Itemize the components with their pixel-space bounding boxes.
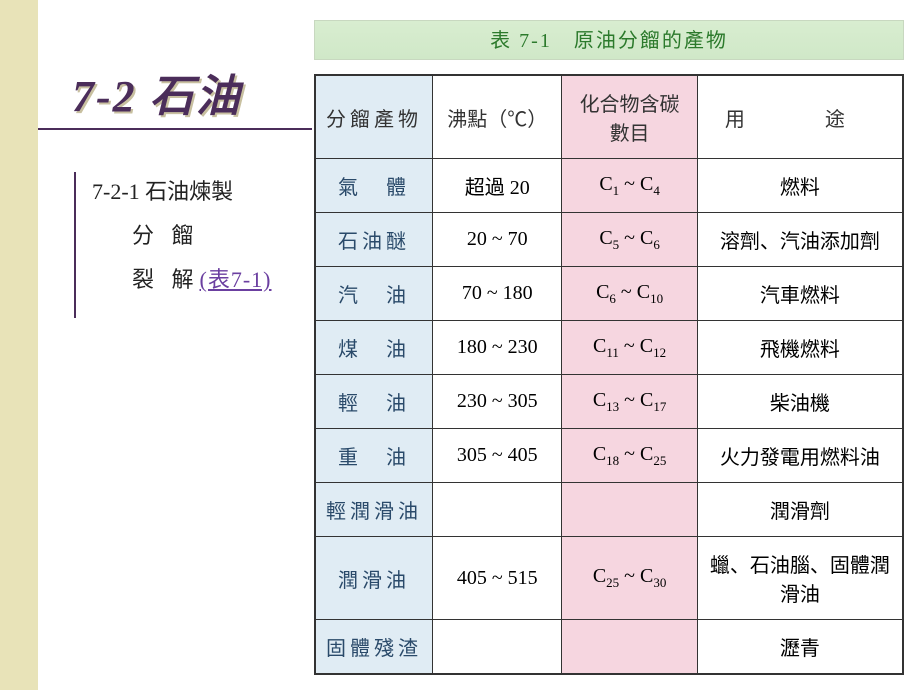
cell-use: 火力發電用燃料油 <box>697 429 903 483</box>
cell-carbon-range: C6 ~ C10 <box>562 267 697 321</box>
cell-product: 氣 體 <box>315 159 433 213</box>
cell-use: 汽車燃料 <box>697 267 903 321</box>
cell-boiling-point <box>433 483 562 537</box>
th-carbon-count: 化合物含碳數目 <box>562 75 697 159</box>
table-row: 氣 體超過 20C1 ~ C4燃料 <box>315 159 903 213</box>
cell-boiling-point: 305 ~ 405 <box>433 429 562 483</box>
outline-item-2: 分 餾 <box>132 214 272 258</box>
cell-carbon-range: C13 ~ C17 <box>562 375 697 429</box>
cell-use: 柴油機 <box>697 375 903 429</box>
table-row: 煤 油180 ~ 230C11 ~ C12飛機燃料 <box>315 321 903 375</box>
title-underline <box>38 128 312 130</box>
cell-carbon-range: C25 ~ C30 <box>562 537 697 620</box>
cell-product: 輕潤滑油 <box>315 483 433 537</box>
cell-use: 飛機燃料 <box>697 321 903 375</box>
outline-item-3: 裂 解(表7-1) <box>132 258 272 302</box>
left-vertical-rule <box>74 172 76 318</box>
cell-use: 潤滑劑 <box>697 483 903 537</box>
table-row: 石油醚20 ~ 70C5 ~ C6溶劑、汽油添加劑 <box>315 213 903 267</box>
cell-boiling-point: 超過 20 <box>433 159 562 213</box>
table-7-1-wrap: 表 7-1 原油分餾的產物 分餾產物 沸點（℃） 化合物含碳數目 用 途 氣 體… <box>314 20 904 675</box>
cell-product: 輕 油 <box>315 375 433 429</box>
cell-use: 蠟、石油腦、固體潤滑油 <box>697 537 903 620</box>
cell-boiling-point: 230 ~ 305 <box>433 375 562 429</box>
table-row: 輕 油230 ~ 305C13 ~ C17柴油機 <box>315 375 903 429</box>
cell-product: 固體殘渣 <box>315 620 433 675</box>
cell-product: 潤滑油 <box>315 537 433 620</box>
outline-item-1: 7-2-1 石油煉製 <box>92 170 272 214</box>
th-use: 用 途 <box>697 75 903 159</box>
cell-carbon-range: C1 ~ C4 <box>562 159 697 213</box>
cell-product: 煤 油 <box>315 321 433 375</box>
table-row: 潤滑油405 ~ 515C25 ~ C30蠟、石油腦、固體潤滑油 <box>315 537 903 620</box>
cell-use: 瀝青 <box>697 620 903 675</box>
cell-product: 石油醚 <box>315 213 433 267</box>
cell-product: 重 油 <box>315 429 433 483</box>
cell-carbon-range: C18 ~ C25 <box>562 429 697 483</box>
table-caption: 表 7-1 原油分餾的產物 <box>314 20 904 60</box>
petroleum-distillation-table: 分餾產物 沸點（℃） 化合物含碳數目 用 途 氣 體超過 20C1 ~ C4燃料… <box>314 74 904 675</box>
th-boiling-point: 沸點（℃） <box>433 75 562 159</box>
table-row: 汽 油70 ~ 180C6 ~ C10汽車燃料 <box>315 267 903 321</box>
cell-use: 燃料 <box>697 159 903 213</box>
table-row: 重 油305 ~ 405C18 ~ C25火力發電用燃料油 <box>315 429 903 483</box>
left-outline: 7-2-1 石油煉製 分 餾 裂 解(表7-1) <box>92 170 272 302</box>
cell-carbon-range: C5 ~ C6 <box>562 213 697 267</box>
outline-item-3-prefix: 裂 解 <box>132 267 200 292</box>
table-7-1-link[interactable]: (表7-1) <box>200 267 272 292</box>
cell-boiling-point: 70 ~ 180 <box>433 267 562 321</box>
table-row: 固體殘渣 瀝青 <box>315 620 903 675</box>
table-row: 輕潤滑油 潤滑劑 <box>315 483 903 537</box>
cell-boiling-point: 405 ~ 515 <box>433 537 562 620</box>
cell-use: 溶劑、汽油添加劑 <box>697 213 903 267</box>
cell-carbon-range <box>562 483 697 537</box>
left-accent-band <box>0 0 38 690</box>
cell-boiling-point: 20 ~ 70 <box>433 213 562 267</box>
table-header-row: 分餾產物 沸點（℃） 化合物含碳數目 用 途 <box>315 75 903 159</box>
section-title: 7-2 石油 <box>72 60 242 124</box>
th-product: 分餾產物 <box>315 75 433 159</box>
cell-product: 汽 油 <box>315 267 433 321</box>
cell-carbon-range: C11 ~ C12 <box>562 321 697 375</box>
cell-carbon-range <box>562 620 697 675</box>
cell-boiling-point: 180 ~ 230 <box>433 321 562 375</box>
cell-boiling-point <box>433 620 562 675</box>
